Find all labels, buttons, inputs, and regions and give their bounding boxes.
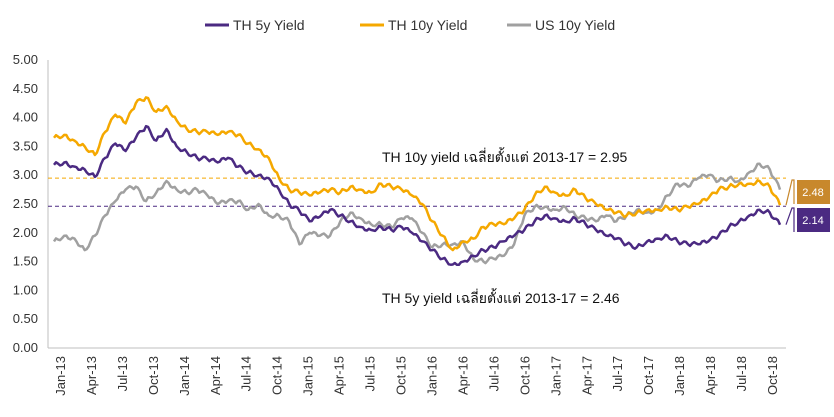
y-tick-label: 0.00 — [13, 340, 38, 355]
x-tick-label: Jan-16 — [424, 356, 439, 396]
end-value-badges: 2.48 2.14 — [785, 179, 830, 232]
end-badge-th5y: 2.14 — [785, 207, 830, 232]
x-tick-label: Jan-14 — [177, 356, 192, 396]
x-tick-label: Oct-13 — [146, 356, 161, 395]
x-tick-label: Apr-15 — [332, 356, 347, 395]
end-badge-th10y: 2.48 — [785, 179, 830, 206]
x-tick-label: Jul-15 — [363, 356, 378, 391]
th5y-average-label: TH 5y yield เฉลี่ยตั้งแต่ 2013-17 = 2.46 — [382, 288, 620, 306]
annotations: TH 10y yield เฉลี่ยตั้งแต่ 2013-17 = 2.9… — [382, 147, 628, 306]
y-tick-label: 1.00 — [13, 282, 38, 297]
x-tick-label: Oct-17 — [641, 356, 656, 395]
y-tick-label: 3.50 — [13, 138, 38, 153]
x-tick-label: Oct-14 — [270, 356, 285, 395]
y-axis: 0.00 0.50 1.00 1.50 2.00 2.50 3.00 3.50 4.00 4.50… — [13, 52, 49, 355]
y-tick-label: 4.00 — [13, 110, 38, 125]
y-tick-label: 5.00 — [13, 52, 38, 67]
x-tick-label: Oct-16 — [517, 356, 532, 395]
x-tick-label: Oct-15 — [394, 356, 409, 395]
legend-label: TH 5y Yield — [233, 17, 305, 33]
us10y-line — [52, 162, 782, 265]
badge-connector — [785, 207, 795, 232]
x-tick-label: Jul-13 — [115, 356, 130, 391]
series-lines — [52, 96, 782, 267]
legend-us10y: US 10y Yield — [507, 17, 615, 33]
y-tick-label: 3.00 — [13, 167, 38, 182]
th10y-average-label: TH 10y yield เฉลี่ยตั้งแต่ 2013-17 = 2.9… — [382, 147, 628, 165]
x-tick-label: Jul-18 — [734, 356, 749, 391]
x-tick-label: Jan-18 — [672, 356, 687, 396]
y-tick-label: 1.50 — [13, 254, 38, 269]
x-tick-label: Jan-15 — [301, 356, 316, 396]
x-tick-label: Apr-13 — [84, 356, 99, 395]
y-tick-label: 0.50 — [13, 311, 38, 326]
x-tick-label: Jul-17 — [610, 356, 625, 391]
badge-connector — [785, 179, 795, 206]
x-tick-label: Apr-18 — [703, 356, 718, 395]
x-tick-label: Jul-16 — [486, 356, 501, 391]
th5y-line — [53, 124, 782, 267]
x-tick-label: Jan-13 — [53, 356, 68, 396]
x-tick-label: Jan-17 — [548, 356, 563, 396]
y-tick-label: 2.00 — [13, 225, 38, 240]
th10y-line — [53, 96, 782, 252]
legend-th5y: TH 5y Yield — [205, 17, 305, 33]
x-tick-label: Jul-14 — [239, 356, 254, 391]
x-tick-label: Apr-16 — [455, 356, 470, 395]
legend-label: TH 10y Yield — [388, 17, 467, 33]
legend-th10y: TH 10y Yield — [360, 17, 467, 33]
y-tick-label: 4.50 — [13, 81, 38, 96]
x-axis: Jan-13 Apr-13 Jul-13 Oct-13 Jan-14 Apr-14 Jul-… — [48, 347, 786, 396]
reference-lines — [48, 177, 786, 207]
x-tick-label: Oct-18 — [765, 356, 780, 395]
badge-value: 2.48 — [802, 187, 823, 199]
badge-box — [797, 208, 830, 232]
y-tick-label: 2.50 — [13, 196, 38, 211]
x-tick-label: Apr-14 — [208, 356, 223, 395]
x-tick-label: Apr-17 — [579, 356, 594, 395]
badge-box — [797, 180, 830, 204]
legend: TH 5y Yield TH 10y Yield US 10y Yield — [205, 17, 615, 33]
badge-value: 2.14 — [802, 215, 823, 227]
legend-label: US 10y Yield — [535, 17, 615, 33]
